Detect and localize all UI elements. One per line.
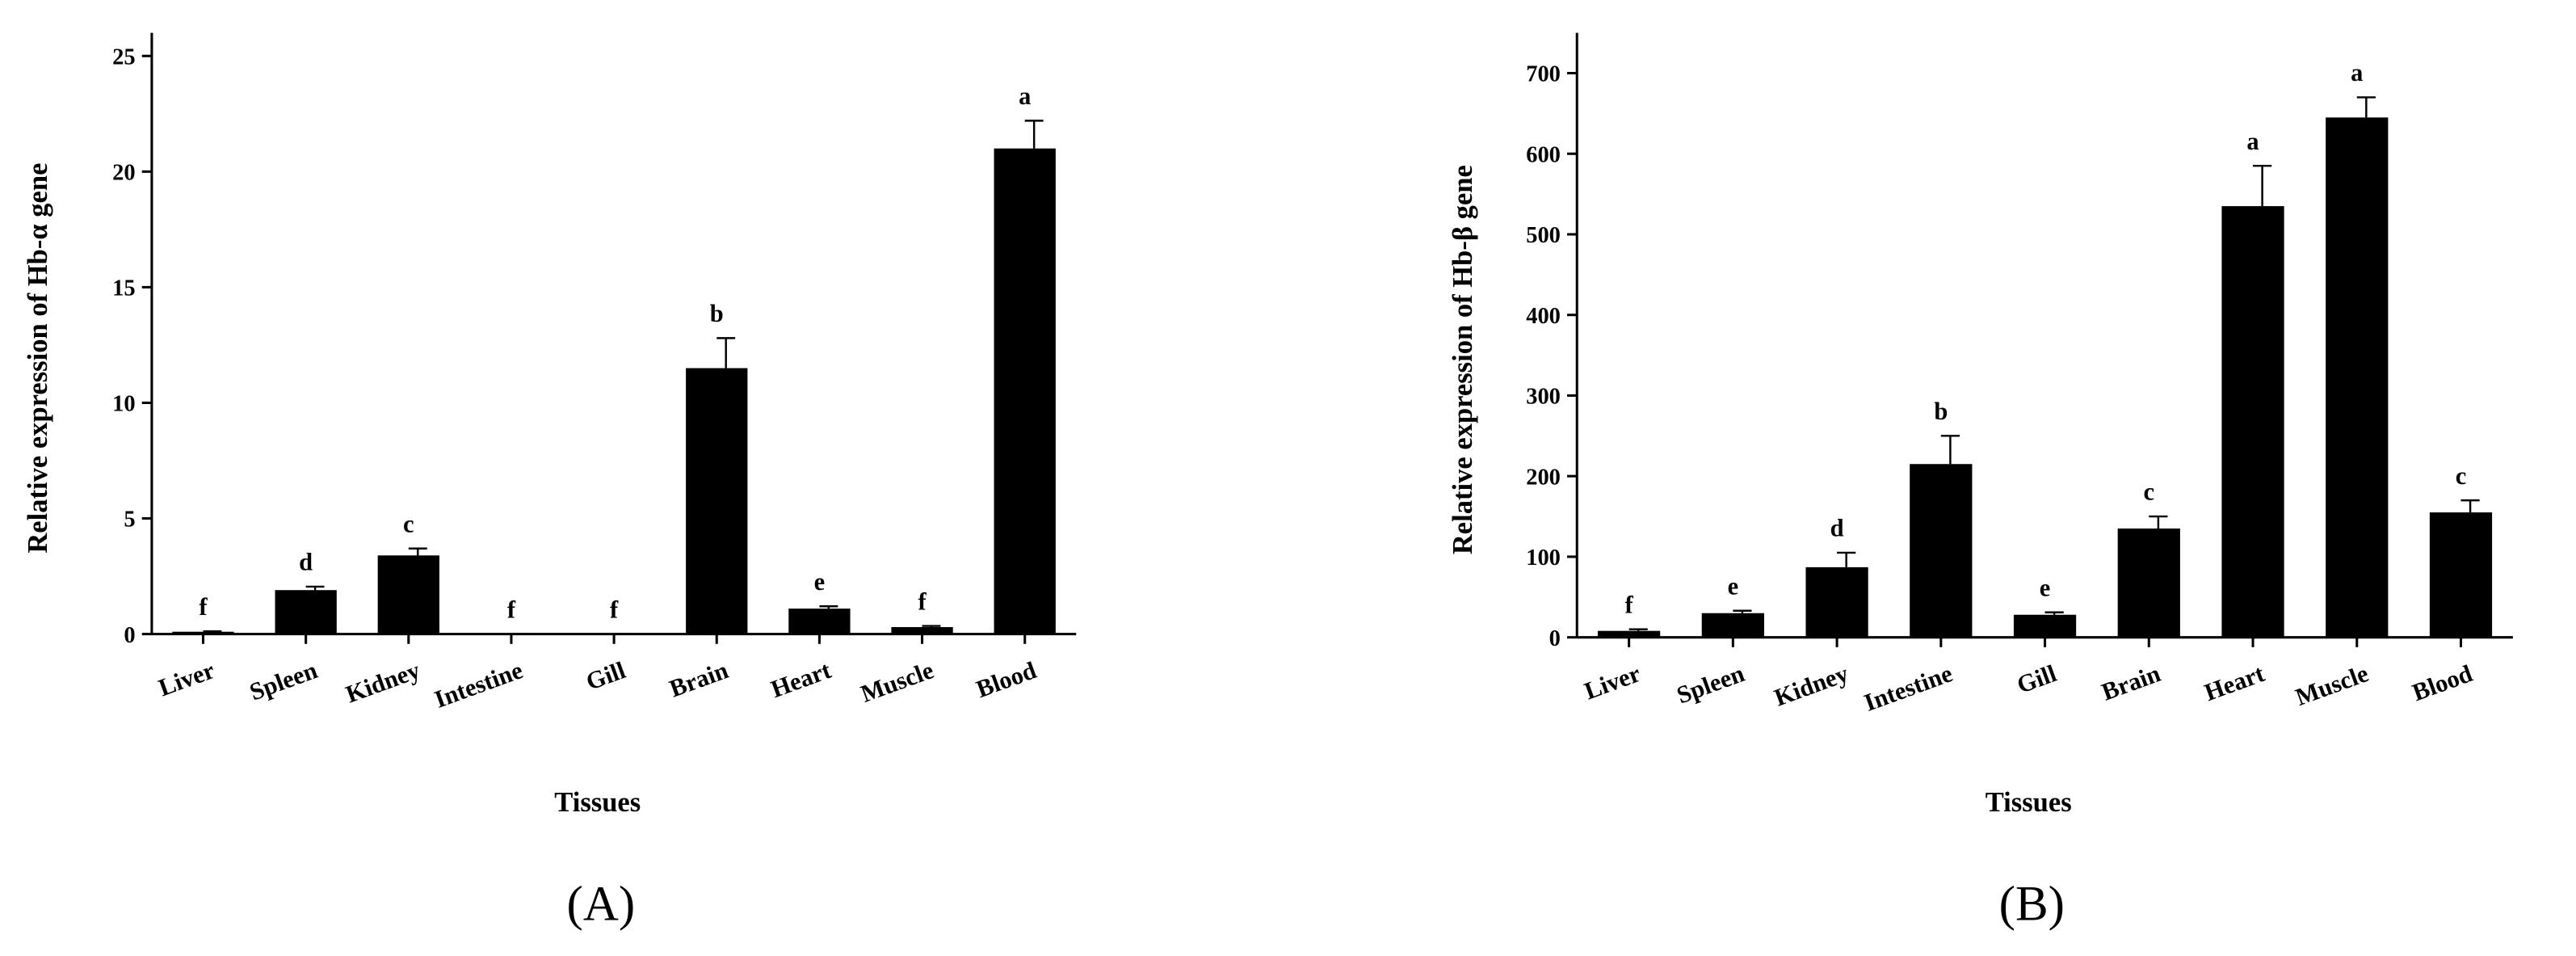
x-tick-label: Heart <box>767 656 835 703</box>
bar <box>377 555 439 634</box>
x-tick-label: Gill <box>2013 659 2060 699</box>
significance-letter: c <box>403 510 414 537</box>
significance-letter: f <box>507 596 516 623</box>
x-axis-title: Tissues <box>1986 787 2072 818</box>
bar <box>686 368 748 634</box>
y-axis-title: Relative expression of Hb-β gene <box>1448 165 1478 554</box>
bar <box>2117 529 2180 638</box>
bar <box>788 609 851 634</box>
y-tick-label: 300 <box>1526 385 1561 410</box>
bar <box>2013 614 2077 638</box>
x-tick-label: Muscle <box>857 656 937 708</box>
x-axis-title: Tissues <box>554 787 641 818</box>
x-tick-label: Blood <box>973 656 1040 703</box>
significance-letter: f <box>918 587 927 615</box>
significance-letter: f <box>1625 591 1634 618</box>
error-bar <box>2149 515 2168 529</box>
x-tick-label: Blood <box>2409 659 2476 706</box>
x-tick-label: Intestine <box>1860 659 1956 717</box>
bar <box>172 631 234 634</box>
y-tick-label: 500 <box>1526 223 1561 248</box>
significance-letter: d <box>299 549 313 576</box>
bar <box>2221 206 2284 638</box>
error-bar <box>1628 628 1648 631</box>
y-tick-label: 100 <box>1526 545 1561 571</box>
y-tick-label: 20 <box>112 160 135 185</box>
significance-letter: c <box>2456 462 2467 490</box>
x-tick-label: Spleen <box>1673 659 1748 710</box>
y-tick-label: 400 <box>1526 304 1561 329</box>
bar <box>891 627 953 634</box>
error-bar <box>203 630 222 633</box>
y-axis-title: Relative expression of Hb-α gene <box>23 163 53 554</box>
significance-letter: b <box>710 300 724 327</box>
bar <box>1805 566 1868 638</box>
bar <box>275 590 337 634</box>
significance-letter: e <box>1728 572 1739 600</box>
x-tick-label: Liver <box>1581 659 1644 705</box>
y-tick-label: 700 <box>1526 62 1561 87</box>
error-bar <box>1024 120 1044 149</box>
error-bar <box>1837 551 1856 567</box>
x-tick-label: Brain <box>2098 659 2164 705</box>
x-tick-label: Intestine <box>431 656 526 714</box>
x-tick-label: Kidney <box>1771 659 1852 711</box>
y-tick-label: 25 <box>112 44 135 69</box>
error-bar <box>819 605 838 609</box>
x-tick-label: Heart <box>2200 659 2268 706</box>
significance-letter: f <box>610 596 619 623</box>
significance-letter: e <box>2040 574 2051 601</box>
x-tick-label: Gill <box>582 656 629 696</box>
error-bar <box>408 547 427 556</box>
y-tick-label: 10 <box>112 392 135 417</box>
significance-letter: a <box>2246 128 2259 155</box>
significance-letter: c <box>2144 478 2155 506</box>
x-tick-label: Spleen <box>246 656 321 706</box>
significance-letter: a <box>2351 59 2363 86</box>
significance-letter: d <box>1830 515 1844 542</box>
significance-letter: e <box>814 568 826 596</box>
error-bar <box>1940 435 1960 465</box>
error-bar <box>1733 609 1752 613</box>
significance-letter: f <box>199 593 208 621</box>
y-tick-label: 0 <box>124 623 135 648</box>
error-bar <box>2356 96 2376 118</box>
error-bar <box>716 337 736 369</box>
bar <box>1597 630 1661 638</box>
error-bar <box>922 625 941 628</box>
x-tick-label: Muscle <box>2292 659 2372 711</box>
bar <box>2429 512 2493 638</box>
error-bar <box>2044 611 2064 615</box>
error-bar <box>2460 499 2480 513</box>
bar <box>1701 613 1764 638</box>
significance-letter: a <box>1019 82 1031 110</box>
x-tick-label: Kidney <box>342 656 424 708</box>
y-tick-label: 5 <box>124 507 135 533</box>
x-tick-label: Liver <box>155 656 218 701</box>
y-tick-label: 15 <box>112 276 135 301</box>
x-tick-label: Brain <box>666 656 732 702</box>
error-bar <box>305 585 325 591</box>
y-tick-label: 600 <box>1526 142 1561 167</box>
y-tick-label: 0 <box>1549 626 1561 651</box>
error-bar <box>2253 164 2272 207</box>
y-tick-label: 200 <box>1526 465 1561 490</box>
panel-label: (B) <box>1999 877 2065 931</box>
bar <box>994 148 1056 634</box>
panel-label: (A) <box>567 877 636 931</box>
bar <box>1910 464 1973 638</box>
bar <box>2326 117 2389 638</box>
significance-letter: b <box>1934 398 1948 425</box>
